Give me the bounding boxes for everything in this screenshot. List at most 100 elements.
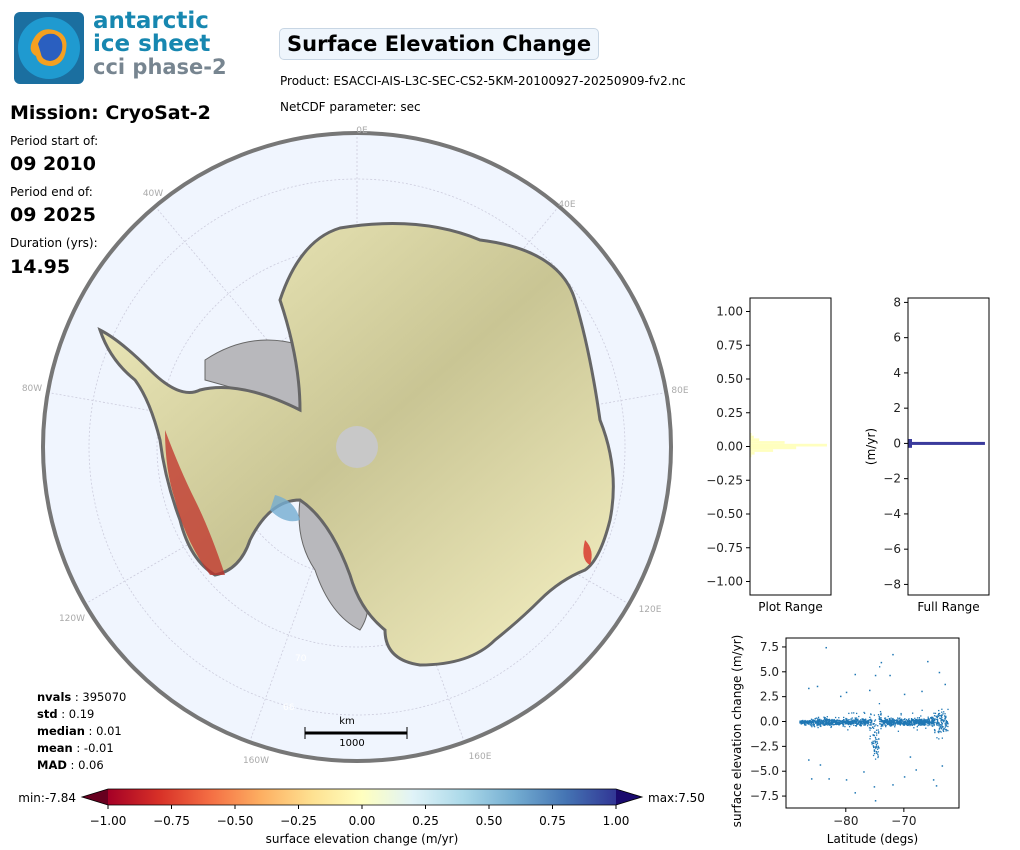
scatter-point	[851, 723, 854, 725]
scatter-point	[826, 722, 829, 724]
scatter-point	[940, 724, 942, 726]
scatter-point	[878, 717, 881, 719]
scatter-point	[895, 721, 898, 723]
meridian-label: 0E	[356, 126, 368, 136]
histogram-bar	[908, 439, 912, 448]
scatter-point	[896, 720, 898, 722]
scatter-point	[910, 724, 913, 726]
y-tick-label: 0.00	[716, 440, 743, 454]
scatter-point	[837, 719, 839, 722]
scatter-point	[810, 722, 813, 725]
scatter-point	[931, 719, 933, 721]
scatter-point	[834, 716, 837, 719]
scatter-point	[875, 729, 878, 731]
scatter-point	[915, 720, 917, 723]
y-tick-label: −7.5	[750, 789, 779, 803]
histogram-bar	[750, 454, 752, 458]
scatter-point	[881, 720, 884, 722]
y-axis-label: surface elevation change (m/yr)	[730, 635, 744, 828]
scatter-point	[877, 745, 879, 747]
scatter-point	[906, 724, 908, 726]
scatter-point	[890, 723, 892, 726]
histogram-bar	[750, 433, 752, 436]
scatter-point	[947, 725, 949, 728]
scatter-point	[927, 716, 929, 718]
scatter-point	[945, 720, 948, 722]
scatter-point	[841, 721, 843, 723]
scatter-point	[816, 724, 818, 727]
scatter-point	[824, 723, 826, 725]
scatter-point	[821, 720, 823, 722]
colorbar-max-label: max:7.50	[648, 791, 705, 805]
scatter-point	[924, 723, 926, 725]
scatter-point	[918, 717, 921, 719]
scatter-point	[831, 721, 833, 723]
scatter-point	[912, 720, 914, 722]
chart-0: 1.00 0.75 0.50 0.25 0.00 −0.25 −0.50 −0.75 −1.00…	[706, 297, 832, 614]
scatter-point	[945, 728, 947, 730]
scatter-point	[940, 721, 943, 724]
scatter-point	[914, 720, 917, 723]
scatter-point	[819, 720, 821, 723]
scatter-point	[890, 725, 893, 727]
scatter-point	[944, 726, 946, 728]
scatter-point	[888, 721, 891, 723]
scatter-point	[931, 720, 933, 722]
meridian-label: 40E	[558, 200, 575, 210]
scatter-point	[925, 722, 927, 724]
scatter-point	[816, 719, 819, 721]
scatter-point	[885, 721, 888, 723]
stat-value: 0.01	[96, 724, 122, 738]
scatter-point	[922, 720, 924, 723]
scatter-point	[892, 724, 894, 726]
x-tick-label: −80	[833, 814, 858, 828]
scatter-point	[813, 720, 816, 722]
scatter-point	[857, 718, 859, 720]
scatter-point	[835, 721, 837, 724]
scatter-point	[870, 719, 872, 721]
scatter-point	[812, 723, 815, 725]
scatter-point	[823, 716, 825, 718]
scatter-point	[879, 666, 881, 668]
scatter-point	[923, 718, 925, 720]
scatter-point	[864, 721, 867, 723]
scatter-point	[834, 720, 836, 722]
scatter-point	[933, 728, 936, 731]
scatter-point	[828, 719, 830, 721]
scatter-point	[931, 725, 934, 727]
scatter-point	[930, 716, 932, 719]
scatter-point	[862, 718, 864, 720]
scatter-point	[804, 724, 806, 726]
scatter-point	[817, 717, 819, 720]
scatter-point	[939, 714, 941, 717]
histogram-bar	[908, 441, 985, 445]
x-axis-label: Plot Range	[758, 600, 822, 614]
scatter-point	[803, 721, 806, 723]
scatter-point	[875, 732, 878, 734]
scatter-point	[921, 722, 924, 724]
scatter-point	[911, 724, 914, 726]
scatter-point	[945, 716, 947, 718]
scatter-point	[817, 722, 820, 725]
scatter-point	[942, 728, 944, 731]
y-tick-label: 0.25	[716, 406, 743, 420]
scatter-point	[822, 720, 824, 722]
colorbar-gradient	[108, 789, 616, 805]
scatter-point	[903, 721, 906, 724]
scatter-point	[907, 724, 909, 727]
logo-line1: antarctic	[93, 8, 209, 34]
scatter-point	[844, 720, 847, 722]
scatter-point	[907, 719, 910, 721]
scatter-point	[855, 722, 857, 724]
scatter-point	[832, 724, 834, 726]
scatter-point	[922, 719, 924, 721]
scatter-point	[932, 779, 935, 781]
scatter-point	[920, 724, 922, 726]
axes-frame	[749, 297, 832, 596]
scatter-point	[934, 730, 936, 732]
scatter-point	[946, 721, 948, 724]
scatter-point	[869, 719, 871, 721]
scatter-point	[937, 713, 940, 715]
scatter-point	[861, 718, 863, 720]
scatter-point	[922, 724, 924, 726]
